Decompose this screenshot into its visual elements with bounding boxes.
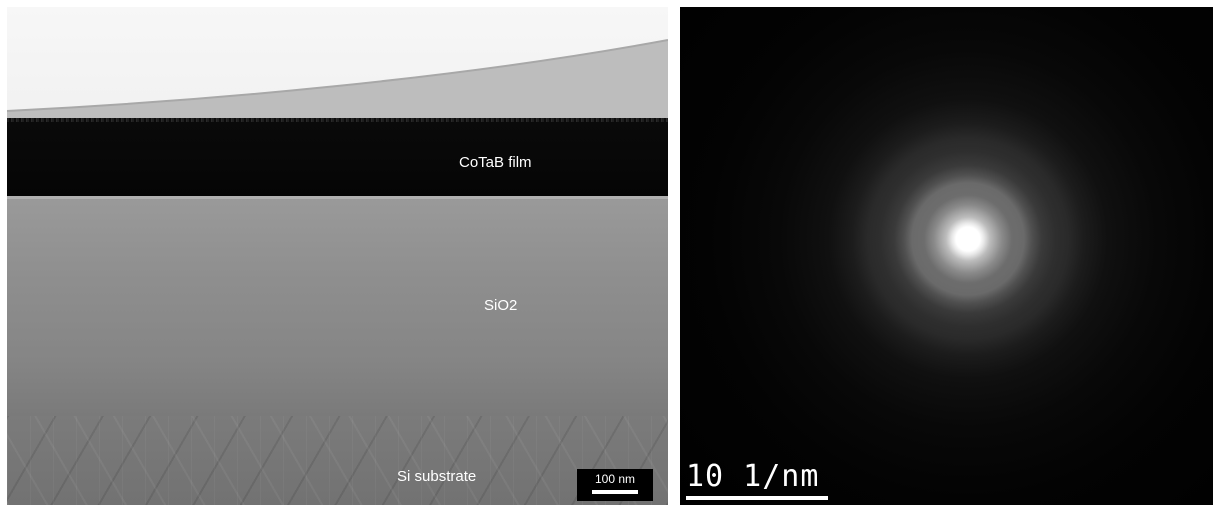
- sio2-label: SiO2: [484, 297, 518, 314]
- diffraction-pattern-image: 10 1/nm: [680, 7, 1213, 505]
- cotab-film-layer: [7, 120, 668, 196]
- tem-cross-section-image: CoTaB film SiO2 Si substrate 100 nm: [7, 7, 668, 505]
- tem-scale-bar-label: 100 nm: [594, 472, 636, 486]
- tem-scale-bar: 100 nm: [577, 469, 653, 501]
- tem-scale-bar-line: [592, 490, 638, 494]
- diffraction-scale-bar-line: [686, 496, 828, 500]
- si-substrate-layer: [7, 416, 668, 505]
- cotab-film-label: CoTaB film: [459, 154, 532, 171]
- diffraction-scale-bar-label: 10 1/nm: [686, 459, 820, 494]
- si-substrate-label: Si substrate: [397, 468, 477, 485]
- sio2-layer: [7, 196, 668, 416]
- protective-coating-layer: [7, 39, 668, 121]
- cotab-film-top-edge: [7, 118, 668, 122]
